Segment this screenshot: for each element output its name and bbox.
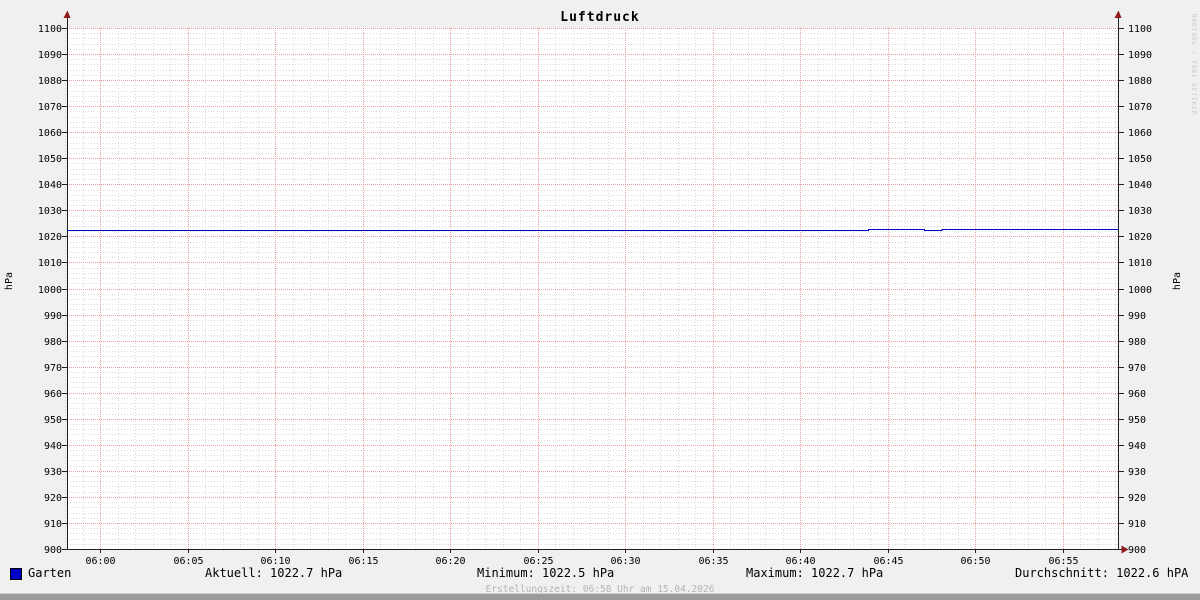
legend-stats-row: Garten Aktuell: 1022.7 hPa Minimum: 1022… <box>0 566 1200 582</box>
stat-maximum: Maximum: 1022.7 hPa <box>746 566 884 580</box>
y-tick-label: 1020 <box>38 232 62 243</box>
y-axis-arrow-right-icon <box>1114 10 1122 18</box>
y-axis-arrow-left-icon <box>63 10 71 18</box>
y-tick-label: 960 <box>1128 389 1146 400</box>
y-tick-label: 1010 <box>38 258 62 269</box>
grid-minor <box>65 28 1118 549</box>
y-tick-label: 1070 <box>1128 102 1152 113</box>
y-tick-label: 910 <box>1128 519 1146 530</box>
y-tick-label: 1040 <box>1128 180 1152 191</box>
x-tick-label: 06:30 <box>610 556 640 567</box>
legend-label-garten: Garten <box>28 566 72 580</box>
y-tick-label: 970 <box>44 363 62 374</box>
bottom-window-edge <box>0 593 1200 600</box>
y-tick-label: 910 <box>44 519 62 530</box>
x-tick-label: 06:15 <box>348 556 378 567</box>
axes <box>66 16 1122 550</box>
y-tick-label: 980 <box>1128 337 1146 348</box>
y-tick-label: 950 <box>44 415 62 426</box>
y-tick-label: 930 <box>1128 467 1146 478</box>
rrdtool-watermark: RRDTOOL / TOBI OETIKER <box>1190 14 1197 116</box>
y-tick-label: 930 <box>44 467 62 478</box>
y-tick-label: 1100 <box>38 24 62 35</box>
y-tick-label: 1030 <box>38 206 62 217</box>
stat-durchschnitt: Durchschnitt: 1022.6 hPA <box>1015 566 1189 580</box>
y-tick-label: 970 <box>1128 363 1146 374</box>
y-tick-label: 980 <box>44 337 62 348</box>
y-tick-label: 1090 <box>38 50 62 61</box>
y-tick-label: 1070 <box>38 102 62 113</box>
y-axis-unit-left: hPa <box>4 272 15 291</box>
y-tick-label: 1060 <box>1128 128 1152 139</box>
y-tick-label: 1010 <box>1128 258 1152 269</box>
x-tick-labels: 06:00 06:05 06:10 06:15 06:20 06:25 06:30 06:35… <box>85 556 1078 567</box>
pressure-line-garten <box>66 229 1119 231</box>
x-tick-label: 06:00 <box>85 556 115 567</box>
x-tick-label: 06:25 <box>523 556 553 567</box>
y-tick-labels-right: 900 910 920 930 940 950 960 970 980 990 1000 1010 10… <box>1128 24 1152 556</box>
y-axis-unit-right: hPa <box>1172 272 1183 291</box>
y-tick-label: 960 <box>44 389 62 400</box>
y-tick-label: 1080 <box>1128 76 1152 87</box>
y-tick-label: 920 <box>44 493 62 504</box>
y-tick-label: 1020 <box>1128 232 1152 243</box>
x-tick-label: 06:20 <box>435 556 465 567</box>
x-tick-label: 06:35 <box>698 556 728 567</box>
garten-legend-swatch <box>10 568 22 580</box>
x-tick-label: 06:45 <box>873 556 903 567</box>
stat-aktuell: Aktuell: 1022.7 hPa <box>205 566 343 580</box>
grid-major <box>67 28 1118 549</box>
creation-time: Erstellungszeit: 06:58 Uhr am 15.04.2026 <box>485 584 715 595</box>
y-tick-label: 950 <box>1128 415 1146 426</box>
plot-canvas <box>67 28 1118 549</box>
y-tick-label: 1050 <box>38 154 62 165</box>
y-tick-label: 1000 <box>38 285 62 296</box>
x-tick-label: 06:10 <box>260 556 290 567</box>
y-tick-label: 1030 <box>1128 206 1152 217</box>
y-tick-label: 940 <box>1128 441 1146 452</box>
x-tick-label: 06:50 <box>960 556 990 567</box>
chart-title: Luftdruck <box>560 10 640 25</box>
y-tick-label: 1080 <box>38 76 62 87</box>
y-tick-label: 1090 <box>1128 50 1152 61</box>
y-tick-label: 920 <box>1128 493 1146 504</box>
y-tick-labels-left: 900 910 920 930 940 950 960 970 980 990 1000 1010 10… <box>38 24 62 556</box>
y-tick-label: 1100 <box>1128 24 1152 35</box>
y-tick-label: 1000 <box>1128 285 1152 296</box>
y-tick-label: 1050 <box>1128 154 1152 165</box>
axis-arrows <box>63 10 1129 554</box>
y-tick-label: 1040 <box>38 180 62 191</box>
x-axis-arrow-icon <box>1121 545 1129 554</box>
y-tick-label: 990 <box>1128 311 1146 322</box>
x-tick-label: 06:55 <box>1048 556 1078 567</box>
x-tick-label: 06:40 <box>785 556 815 567</box>
x-tick-label: 06:05 <box>173 556 203 567</box>
y-tick-label: 990 <box>44 311 62 322</box>
y-tick-label: 900 <box>1128 545 1146 556</box>
y-tick-label: 940 <box>44 441 62 452</box>
y-tick-label: 1060 <box>38 128 62 139</box>
y-tick-label: 900 <box>44 545 62 556</box>
stat-minimum: Minimum: 1022.5 hPa <box>477 566 615 580</box>
